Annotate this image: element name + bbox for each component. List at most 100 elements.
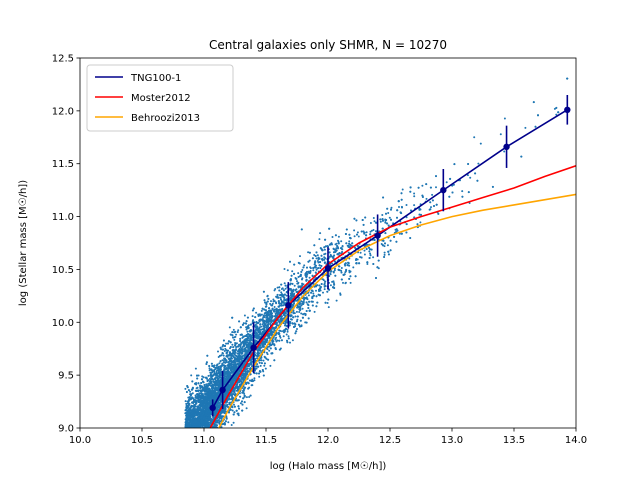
scatter-point (274, 288, 277, 290)
scatter-point (379, 220, 382, 223)
scatter-point (197, 429, 199, 431)
scatter-point (185, 429, 187, 431)
scatter-point (248, 396, 251, 398)
scatter-point (296, 318, 299, 321)
scatter-point (413, 204, 416, 207)
scatter-point (193, 432, 195, 434)
scatter-point (333, 282, 335, 285)
scatter-point (231, 409, 234, 412)
scatter-point (372, 229, 375, 231)
scatter-point (286, 330, 289, 333)
scatter-point (255, 323, 257, 326)
scatter-point (200, 432, 202, 434)
scatter-point (191, 430, 193, 432)
scatter-point (192, 429, 194, 431)
scatter-point (313, 310, 316, 313)
scatter-point (194, 432, 196, 434)
scatter-point (194, 431, 196, 433)
scatter-point (202, 432, 204, 434)
scatter-point (313, 254, 316, 256)
scatter-point (196, 429, 198, 431)
scatter-point (207, 430, 209, 432)
scatter-point (188, 430, 190, 432)
scatter-point (331, 262, 333, 265)
scatter-point (323, 256, 326, 259)
scatter-point (466, 174, 469, 177)
scatter-point (329, 284, 332, 287)
scatter-point (208, 432, 210, 434)
scatter-point (353, 235, 356, 238)
scatter-point (286, 328, 289, 331)
scatter-point (204, 429, 206, 431)
scatter-point (452, 183, 455, 186)
scatter-point (205, 428, 207, 430)
scatter-point (307, 251, 310, 254)
scatter-point (283, 282, 286, 285)
scatter-point (204, 432, 206, 434)
scatter-point (221, 345, 224, 348)
scatter-point (184, 387, 187, 390)
scatter-point (187, 430, 189, 432)
scatter-point (209, 430, 211, 432)
scatter-point (191, 430, 193, 432)
scatter-point (279, 336, 282, 339)
scatter-point (196, 429, 198, 431)
scatter-point (202, 431, 204, 433)
scatter-point (372, 256, 375, 259)
scatter-point (194, 431, 196, 433)
scatter-point (477, 162, 480, 165)
scatter-point (388, 216, 391, 219)
scatter-point (184, 432, 186, 434)
scatter-point (188, 428, 190, 430)
scatter-point (435, 186, 437, 189)
scatter-point (198, 430, 200, 432)
scatter-point (254, 339, 257, 342)
scatter-point (194, 432, 196, 434)
scatter-point (264, 314, 267, 317)
scatter-point (216, 431, 218, 433)
scatter-point (322, 291, 324, 294)
scatter-point (210, 431, 212, 433)
scatter-point (191, 432, 193, 434)
scatter-point (209, 432, 211, 434)
scatter-point (363, 232, 366, 235)
scatter-point (210, 431, 212, 433)
scatter-point (200, 430, 202, 432)
scatter-point (185, 431, 187, 433)
scatter-point (201, 428, 203, 430)
scatter-point (260, 309, 263, 312)
scatter-point (191, 392, 194, 395)
scatter-point (215, 431, 217, 433)
scatter-point (258, 313, 261, 316)
scatter-point (194, 429, 196, 431)
scatter-point (323, 288, 326, 291)
scatter-point (215, 430, 217, 432)
scatter-point (499, 133, 502, 136)
scatter-point (187, 430, 189, 432)
scatter-point (193, 430, 195, 432)
scatter-point (208, 367, 211, 370)
scatter-point (190, 429, 192, 431)
scatter-point (295, 310, 298, 313)
scatter-point (275, 302, 278, 305)
scatter-point (198, 430, 200, 432)
scatter-point (185, 432, 187, 434)
scatter-point (194, 394, 197, 397)
scatter-point (193, 432, 195, 434)
scatter-point (340, 267, 343, 269)
scatter-point (232, 328, 235, 331)
scatter-point (287, 335, 290, 338)
scatter-point (199, 429, 201, 431)
scatter-point (202, 431, 204, 433)
scatter-point (201, 431, 203, 433)
scatter-point (293, 284, 296, 287)
scatter-point (192, 432, 194, 434)
scatter-point (285, 333, 288, 336)
scatter-point (207, 431, 209, 433)
scatter-point (348, 240, 351, 243)
scatter-point (332, 270, 335, 273)
scatter-point (197, 374, 200, 377)
scatter-point (189, 429, 191, 431)
scatter-point (191, 430, 193, 432)
scatter-point (301, 269, 304, 271)
